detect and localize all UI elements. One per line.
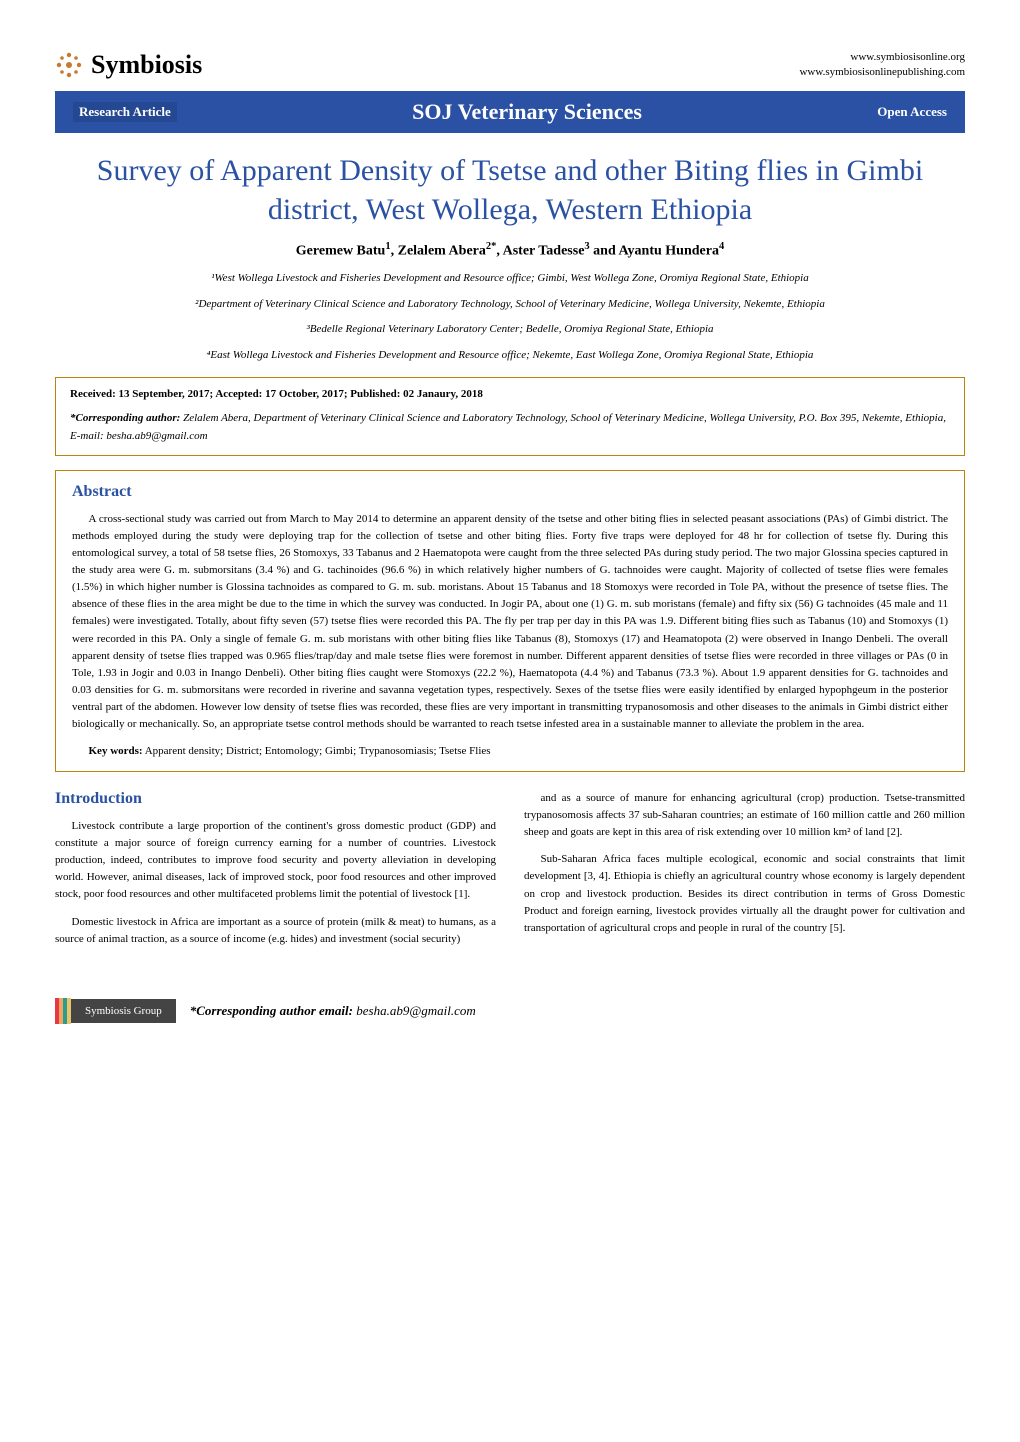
page-container: Symbiosis www.symbiosisonline.org www.sy… xyxy=(0,0,1020,1054)
url-1[interactable]: www.symbiosisonline.org xyxy=(799,50,965,65)
article-title: Survey of Apparent Density of Tsetse and… xyxy=(55,151,965,229)
journal-name: SOJ Veterinary Sciences xyxy=(412,99,642,125)
footer-corresponding-email: *Corresponding author email: besha.ab9@g… xyxy=(190,1003,476,1019)
authors-line: Geremew Batu1, Zelalem Abera2*, Aster Ta… xyxy=(55,241,965,260)
dates-corresponding-box: Received: 13 September, 2017; Accepted: … xyxy=(55,377,965,456)
logo-text: Symbiosis xyxy=(91,50,202,80)
affiliation-2: ²Department of Veterinary Clinical Scien… xyxy=(55,297,965,312)
introduction-heading: Introduction xyxy=(55,790,496,808)
keywords-line: Key words: Apparent density; District; E… xyxy=(72,743,948,760)
footer-group-label: Symbiosis Group xyxy=(71,999,176,1023)
intro-para-left-2: Domestic livestock in Africa are importa… xyxy=(55,914,496,948)
abstract-heading: Abstract xyxy=(72,483,948,501)
footer-stripes-icon xyxy=(55,998,71,1024)
header-row: Symbiosis www.symbiosisonline.org www.sy… xyxy=(55,50,965,81)
header-urls: www.symbiosisonline.org www.symbiosisonl… xyxy=(799,50,965,81)
corresponding-label: *Corresponding author: xyxy=(70,412,180,424)
abstract-text: A cross-sectional study was carried out … xyxy=(72,511,948,733)
access-type: Open Access xyxy=(877,104,947,120)
affiliations: ¹West Wollega Livestock and Fisheries De… xyxy=(55,271,965,363)
footer-email-label: *Corresponding author email: xyxy=(190,1003,353,1018)
journal-banner: Research Article SOJ Veterinary Sciences… xyxy=(55,91,965,133)
keywords-text: Apparent density; District; Entomology; … xyxy=(143,745,491,757)
logo-block: Symbiosis xyxy=(55,50,202,80)
intro-para-left-1: Livestock contribute a large proportion … xyxy=(55,818,496,903)
footer-bar: Symbiosis Group *Corresponding author em… xyxy=(55,998,965,1024)
symbiosis-logo-icon xyxy=(55,51,83,79)
affiliation-1: ¹West Wollega Livestock and Fisheries De… xyxy=(55,271,965,286)
article-type: Research Article xyxy=(73,102,177,122)
column-left: Introduction Livestock contribute a larg… xyxy=(55,790,496,957)
body-columns: Introduction Livestock contribute a larg… xyxy=(55,790,965,957)
publication-dates: Received: 13 September, 2017; Accepted: … xyxy=(70,388,950,400)
intro-para-right-1: and as a source of manure for enhancing … xyxy=(524,790,965,841)
corresponding-author: *Corresponding author: Zelalem Abera, De… xyxy=(70,410,950,445)
intro-para-right-2: Sub-Saharan Africa faces multiple ecolog… xyxy=(524,851,965,936)
abstract-box: Abstract A cross-sectional study was car… xyxy=(55,470,965,772)
keywords-label: Key words: xyxy=(89,745,143,757)
affiliation-4: ⁴East Wollega Livestock and Fisheries De… xyxy=(55,348,965,363)
corresponding-text: Zelalem Abera, Department of Veterinary … xyxy=(70,412,946,442)
affiliation-3: ³Bedelle Regional Veterinary Laboratory … xyxy=(55,322,965,337)
footer-email-value: besha.ab9@gmail.com xyxy=(353,1003,476,1018)
url-2[interactable]: www.symbiosisonlinepublishing.com xyxy=(799,65,965,80)
column-right: and as a source of manure for enhancing … xyxy=(524,790,965,957)
